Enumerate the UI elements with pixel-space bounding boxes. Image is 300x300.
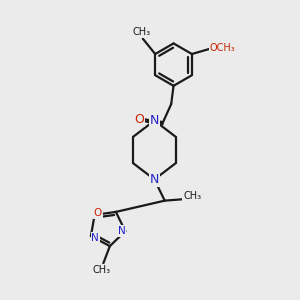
Text: N: N	[150, 173, 159, 186]
Text: CH₃: CH₃	[132, 27, 150, 37]
Text: CH₃: CH₃	[93, 265, 111, 275]
Text: O: O	[93, 208, 102, 218]
Text: CH₃: CH₃	[183, 190, 201, 201]
Text: O: O	[134, 113, 144, 126]
Text: N: N	[118, 226, 126, 236]
Text: N: N	[150, 114, 159, 127]
Text: N: N	[92, 232, 99, 242]
Text: OCH₃: OCH₃	[210, 43, 236, 53]
